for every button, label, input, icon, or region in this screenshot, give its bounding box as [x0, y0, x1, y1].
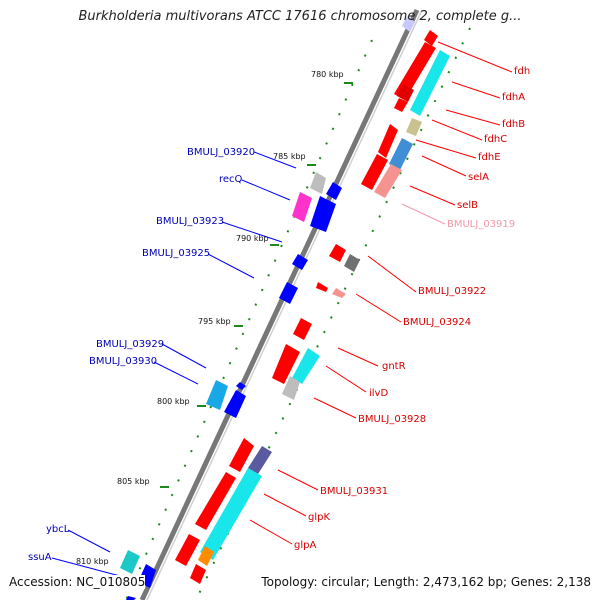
gene-block[interactable]	[293, 318, 312, 340]
gene-label-BMULJ_03919[interactable]: BMULJ_03919	[447, 219, 516, 230]
kbp-tick-label: 785 kbp	[273, 152, 306, 161]
gene-label-BMULJ_03931[interactable]: BMULJ_03931	[320, 486, 389, 497]
gene-block[interactable]	[424, 30, 438, 46]
gene-block[interactable]	[282, 376, 300, 400]
gene-block[interactable]	[126, 596, 136, 600]
gene-label-recQ[interactable]: recQ	[219, 174, 243, 185]
gene-block[interactable]	[190, 564, 206, 584]
gene-block[interactable]	[394, 98, 408, 112]
gene-block[interactable]	[310, 196, 336, 232]
gene-label-fdhE[interactable]: fdhE	[478, 152, 501, 163]
gene-block[interactable]	[374, 164, 402, 198]
gene-label-fdh[interactable]: fdh	[514, 66, 531, 77]
kbp-tick-label: 780 kbp	[311, 70, 344, 79]
backbone-line	[139, 8, 420, 600]
gene-block[interactable]	[206, 380, 228, 410]
map-title: Burkholderia multivorans ATCC 17616 chro…	[78, 9, 522, 24]
gene-block[interactable]	[389, 138, 413, 170]
tick-track	[125, 39, 373, 600]
gene-label-BMULJ_03920[interactable]: BMULJ_03920	[187, 147, 256, 158]
genome-summary: Topology: circular; Length: 2,473,162 bp…	[261, 575, 591, 589]
accession-label: Accession: NC_010805	[9, 575, 146, 589]
gene-block[interactable]	[236, 382, 246, 390]
gene-block[interactable]	[326, 182, 342, 200]
gene-label-ilvD[interactable]: ilvD	[369, 388, 389, 399]
gene-label-glpK[interactable]: glpK	[308, 512, 331, 523]
gene-label-ybcL[interactable]: ybcL	[46, 524, 70, 535]
gene-label-fdhA[interactable]: fdhA	[502, 92, 526, 103]
gene-block[interactable]	[397, 84, 414, 102]
gene-label-selB[interactable]: selB	[457, 200, 479, 211]
kbp-tick-label: 795 kbp	[198, 317, 231, 326]
gene-label-BMULJ_03930[interactable]: BMULJ_03930	[89, 356, 158, 367]
gene-block[interactable]	[279, 282, 298, 304]
gene-block[interactable]	[120, 550, 140, 574]
gene-label-BMULJ_03929[interactable]: BMULJ_03929	[96, 339, 165, 350]
gene-label-glpA[interactable]: glpA	[294, 540, 317, 551]
gene-block[interactable]	[229, 438, 254, 472]
forward-strand-genes	[175, 16, 450, 584]
gene-block[interactable]	[316, 282, 328, 292]
gene-block[interactable]	[200, 468, 262, 560]
gene-block[interactable]	[272, 344, 300, 384]
right-leader-lines	[249, 41, 513, 545]
left-leader-lines	[51, 151, 297, 577]
gene-block[interactable]	[175, 534, 200, 566]
kbp-tick-label: 805 kbp	[117, 477, 150, 486]
gene-label-selA[interactable]: selA	[468, 172, 489, 183]
gene-label-BMULJ_03922[interactable]: BMULJ_03922	[418, 286, 487, 297]
gene-label-gntR[interactable]: gntR	[382, 361, 406, 372]
gene-label-BMULJ_03924[interactable]: BMULJ_03924	[403, 317, 472, 328]
gene-block[interactable]	[224, 390, 246, 418]
gene-block[interactable]	[378, 124, 398, 158]
kbp-tick-label: 810 kbp	[76, 557, 109, 566]
gene-block[interactable]	[292, 348, 320, 384]
reverse-strand-genes	[120, 172, 342, 600]
gene-block[interactable]	[332, 288, 346, 298]
gene-label-fdhC[interactable]: fdhC	[484, 134, 508, 145]
kbp-tick-label: 790 kbp	[236, 234, 269, 243]
gene-block[interactable]	[361, 154, 388, 190]
gene-label-BMULJ_03923[interactable]: BMULJ_03923	[156, 216, 225, 227]
gene-block[interactable]	[402, 16, 415, 32]
gene-block[interactable]	[344, 254, 360, 272]
gene-block[interactable]	[195, 472, 236, 530]
gene-block[interactable]	[406, 118, 422, 136]
gene-block[interactable]	[292, 254, 308, 270]
backbone-highlight	[146, 9, 423, 600]
gene-label-fdhB[interactable]: fdhB	[502, 119, 526, 130]
kbp-tick-marks	[123, 82, 353, 568]
gene-label-BMULJ_03925[interactable]: BMULJ_03925	[142, 248, 211, 259]
gene-block[interactable]	[410, 50, 450, 116]
gene-block[interactable]	[310, 172, 326, 194]
gene-block[interactable]	[329, 244, 346, 262]
kbp-tick-label: 800 kbp	[157, 397, 190, 406]
gene-label-BMULJ_03928[interactable]: BMULJ_03928	[358, 414, 427, 425]
gene-block[interactable]	[248, 446, 272, 474]
gene-block[interactable]	[198, 546, 214, 566]
gene-block[interactable]	[292, 192, 312, 222]
gene-label-ssuA[interactable]: ssuA	[28, 552, 52, 563]
chromosome-backbone	[139, 8, 423, 600]
